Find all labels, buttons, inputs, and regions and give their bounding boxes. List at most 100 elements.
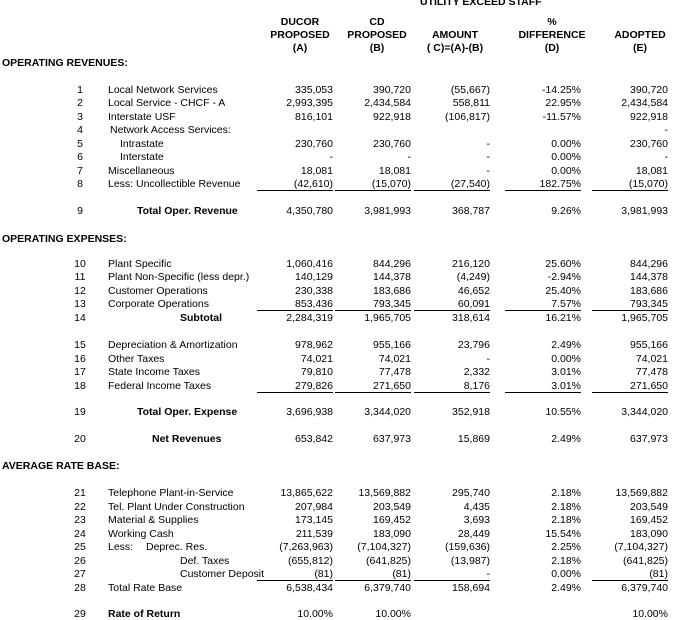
row-number: 5 — [77, 138, 83, 150]
column-header: CD — [369, 16, 385, 28]
row-label: Miscellaneous — [108, 165, 175, 177]
row-number: 11 — [74, 271, 86, 283]
row-number: 21 — [74, 487, 86, 499]
row-label: Total Rate Base — [108, 582, 183, 594]
cell: 46,652 — [457, 285, 490, 297]
cell: (13,987) — [450, 555, 490, 567]
cell: 183,090 — [373, 528, 411, 540]
row-number: 29 — [74, 608, 86, 620]
row-number: 26 — [74, 555, 86, 567]
cell: 3,696,938 — [286, 406, 333, 418]
cell: 271,650 — [373, 380, 411, 392]
row-number: 28 — [74, 582, 86, 594]
cell: 390,720 — [630, 84, 668, 96]
cell: 10.55% — [545, 406, 581, 418]
row-label: Local Network Services — [108, 84, 218, 96]
row-label: Tel. Plant Under Construction — [108, 501, 245, 513]
row-label: Federal Income Taxes — [108, 380, 212, 392]
cell: (106,817) — [445, 111, 490, 123]
cell: 637,973 — [373, 433, 411, 445]
cell: 816,101 — [295, 111, 333, 123]
cell: 0.00% — [551, 165, 581, 177]
section-title: OPERATING REVENUES: — [2, 57, 128, 69]
cell: 216,120 — [452, 258, 490, 270]
cell: 16.21% — [545, 312, 581, 324]
cell: 922,918 — [373, 111, 411, 123]
column-header: (A) — [292, 42, 308, 54]
rule — [505, 392, 581, 393]
row-label: Less: Uncollectible Revenue — [108, 178, 241, 190]
cell: 3,981,993 — [364, 205, 411, 217]
cell: (159,636) — [445, 541, 490, 553]
cell: - — [329, 151, 334, 163]
cell: 10.00% — [297, 608, 333, 620]
cell: 558,811 — [452, 97, 490, 109]
row-label: Plant Specific — [108, 258, 172, 270]
row-number: 4 — [77, 124, 83, 136]
row-number: 24 — [74, 528, 86, 540]
rule — [257, 580, 333, 581]
cell: 7.57% — [551, 298, 581, 310]
cell: 3,981,993 — [621, 205, 668, 217]
row-label: Interstate — [120, 151, 164, 163]
total-label: Rate of Return — [108, 608, 181, 620]
cell: 28,449 — [457, 528, 490, 540]
cell: 279,826 — [295, 380, 333, 392]
row-number: 16 — [74, 353, 86, 365]
row-number: 2 — [77, 97, 83, 109]
row-label: Customer Operations — [108, 285, 208, 297]
rule — [335, 392, 411, 393]
cell: 844,296 — [373, 258, 411, 270]
cell: - — [486, 568, 491, 580]
cell: 15,869 — [457, 433, 490, 445]
row-number: 8 — [77, 178, 83, 190]
total-label: Subtotal — [180, 312, 222, 324]
cell: (42,610) — [293, 178, 333, 190]
cell: 25.40% — [545, 285, 581, 297]
cell: - — [407, 151, 412, 163]
cell: 2.18% — [551, 555, 581, 567]
cell: (55,667) — [450, 84, 490, 96]
cell: 18,081 — [635, 165, 668, 177]
cell: (15,070) — [628, 178, 668, 190]
row-number: 20 — [74, 433, 86, 445]
column-header: PROPOSED — [270, 29, 330, 41]
cell: (655,812) — [288, 555, 333, 567]
row-label: Customer Deposit — [180, 568, 265, 580]
cell: 0.00% — [551, 151, 581, 163]
cell: 1,965,705 — [621, 312, 668, 324]
row-number: 15 — [74, 339, 86, 351]
row-number: 9 — [77, 205, 83, 217]
row-number: 12 — [74, 285, 86, 297]
rule — [592, 310, 668, 311]
cell: 74,021 — [378, 353, 411, 365]
cell: 10.00% — [375, 608, 411, 620]
total-label: Net Revenues — [152, 433, 222, 445]
cell: 955,166 — [630, 339, 668, 351]
cell: 793,345 — [630, 298, 668, 310]
cell: 13,569,882 — [615, 487, 668, 499]
rule — [592, 392, 668, 393]
cell: 271,650 — [630, 380, 668, 392]
row-label: Corporate Operations — [108, 298, 209, 310]
cell: 0.00% — [551, 568, 581, 580]
cell: 4,350,780 — [286, 205, 333, 217]
cell: 0.00% — [551, 353, 581, 365]
cell: 169,452 — [373, 514, 411, 526]
cell: 653,842 — [295, 433, 333, 445]
row-label: Depreciation & Amortization — [108, 339, 238, 351]
row-number: 1 — [77, 84, 83, 96]
cell: 2,332 — [463, 366, 490, 378]
row-label: Interstate USF — [108, 111, 176, 123]
row-label: Material & Supplies — [108, 514, 199, 526]
cell: 6,379,740 — [364, 582, 411, 594]
cell: 211,539 — [295, 528, 333, 540]
column-header: (D) — [544, 42, 560, 54]
column-header: ADOPTED — [614, 29, 666, 41]
cell: - — [486, 151, 491, 163]
cell: 793,345 — [373, 298, 411, 310]
cell: 2,434,584 — [621, 97, 668, 109]
cell: 2.18% — [551, 514, 581, 526]
section-title: OPERATING EXPENSES: — [2, 233, 127, 245]
cell: 3.01% — [551, 366, 581, 378]
